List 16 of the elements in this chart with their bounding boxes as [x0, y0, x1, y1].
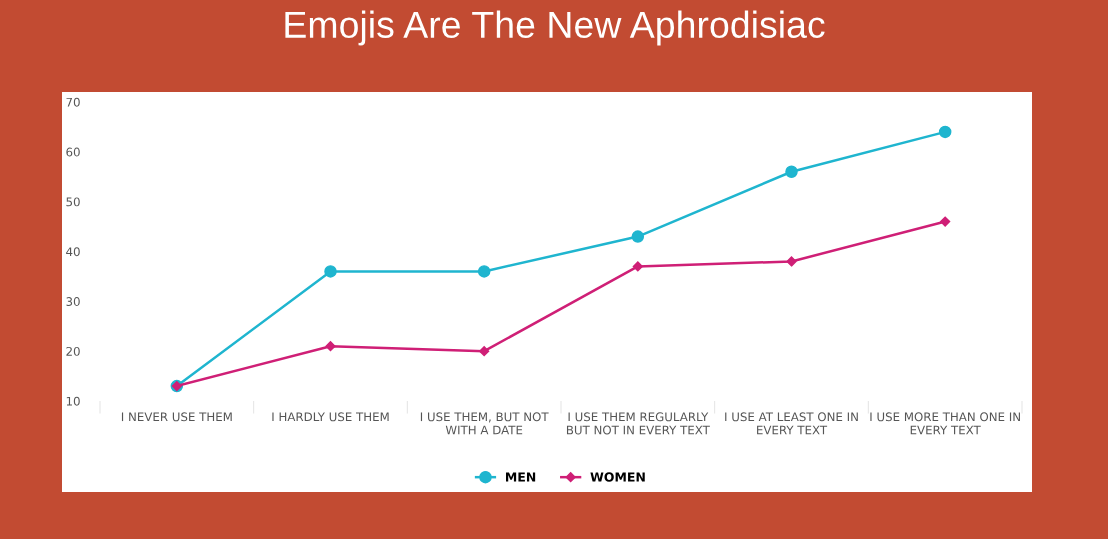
- y-tick-label: 10: [66, 396, 80, 406]
- y-tick-label: 70: [66, 97, 80, 107]
- x-tick-label: I NEVER USE THEM: [121, 412, 232, 422]
- x-tick-label: I USE AT LEAST ONE IN EVERY TEXT: [725, 412, 858, 435]
- chart-title: Emojis Are The New Aphrodisiac: [285, 10, 825, 46]
- y-tick-label: 20: [66, 346, 80, 356]
- y-tick-label: 60: [66, 147, 80, 157]
- legend-label: MEN: [506, 472, 536, 482]
- y-tick-label: 50: [66, 197, 80, 207]
- y-tick-label: 40: [66, 247, 80, 257]
- x-tick-label: I USE THEM REGULARLY BUT NOT IN EVERY TEXT: [566, 412, 710, 435]
- legend-label: WOMEN: [590, 472, 645, 482]
- x-tick-label: I USE MORE THAN ONE IN EVERY TEXT: [870, 412, 1020, 435]
- x-tick-label: I HARDLY USE THEM: [272, 412, 389, 422]
- y-tick-label: 30: [66, 297, 80, 306]
- x-tick-label: I USE THEM, BUT NOT WITH A DATE: [420, 412, 549, 435]
